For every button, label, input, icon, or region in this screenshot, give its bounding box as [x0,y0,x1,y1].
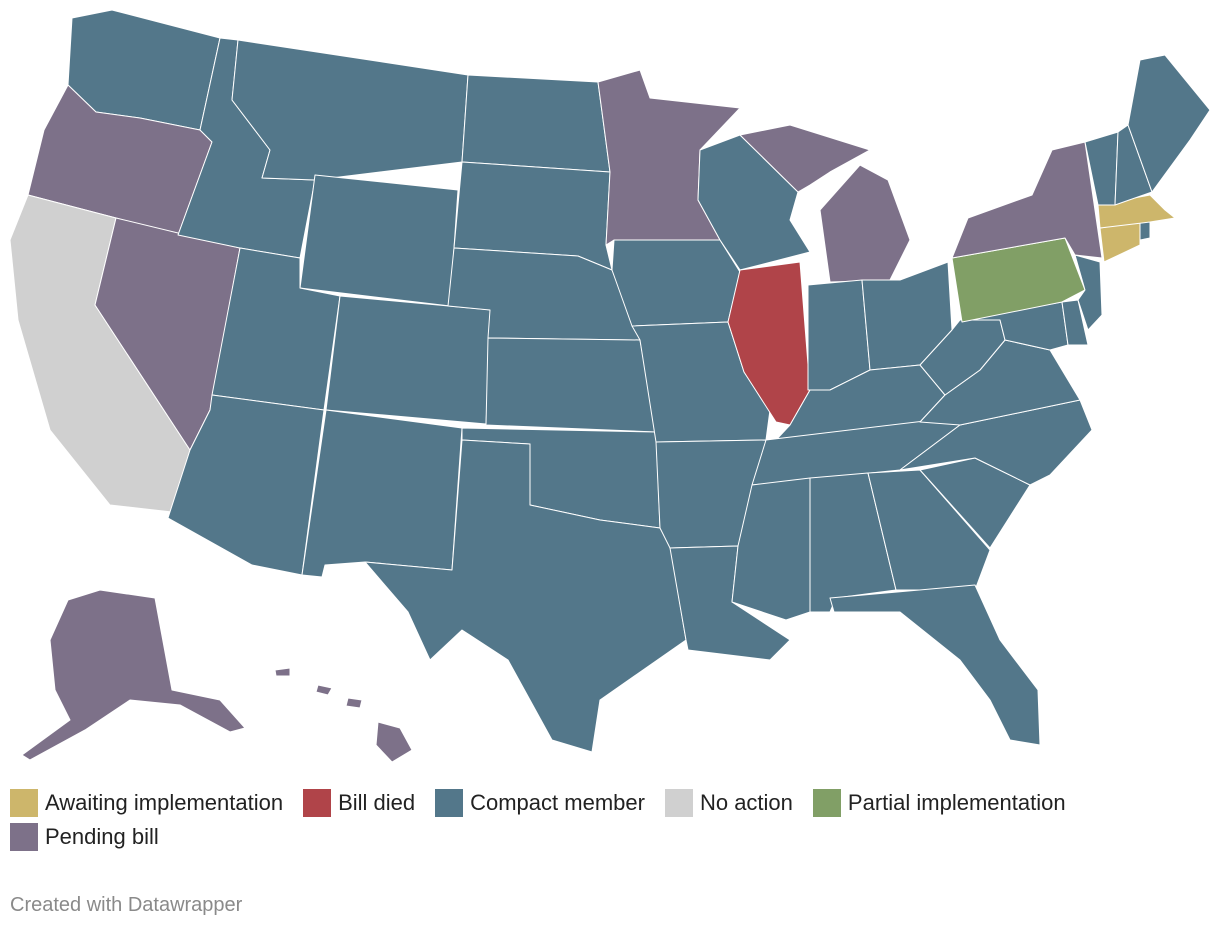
legend-label: Compact member [470,790,645,815]
legend-item-none: No action [664,786,793,820]
state-ny[interactable] [951,141,1103,259]
legend-swatch-none [664,789,693,817]
state-in[interactable] [807,279,871,391]
legend-swatch-compact [435,789,464,817]
legend: Awaiting implementation Bill died Compact … [10,786,1190,854]
state-hi[interactable] [274,667,413,763]
legend-item-awaiting: Awaiting implementation [10,786,283,820]
state-nd[interactable] [461,74,611,173]
legend-label: Awaiting implementation [45,790,284,815]
legend-row: Awaiting implementation Bill died Compact … [10,786,1190,854]
state-tx[interactable] [364,439,687,753]
state-nj[interactable] [1074,254,1103,331]
state-co[interactable] [325,295,493,425]
state-me[interactable] [1127,54,1211,193]
state-ga[interactable] [867,469,991,591]
state-ia[interactable] [611,239,741,327]
legend-item-died: Bill died [303,786,415,820]
state-ct[interactable] [1099,221,1141,263]
state-ak[interactable] [21,589,246,761]
legend-item-compact: Compact member [435,786,645,820]
state-wy[interactable] [299,174,459,307]
state-il[interactable] [727,261,811,426]
state-fl[interactable] [829,584,1041,746]
legend-item-pending: Pending bill [10,820,159,854]
credit-text: Created with Datawrapper [10,894,243,916]
legend-label: Partial implementation [847,790,1066,815]
legend-item-partial: Partial implementation [812,786,1066,820]
state-nm[interactable] [301,409,463,578]
legend-label: No action [699,790,793,815]
legend-swatch-died [303,789,332,817]
legend-swatch-partial [812,789,841,817]
legend-label: Pending bill [45,824,159,849]
state-mt[interactable] [231,39,469,181]
state-ks[interactable] [485,337,657,433]
state-de[interactable] [1061,299,1089,346]
state-mi[interactable] [739,124,911,283]
us-states-map [9,9,1211,763]
legend-swatch-awaiting [10,789,38,817]
legend-label: Bill died [338,790,416,815]
state-az[interactable] [167,394,325,576]
legend-swatch-pending [10,823,38,851]
